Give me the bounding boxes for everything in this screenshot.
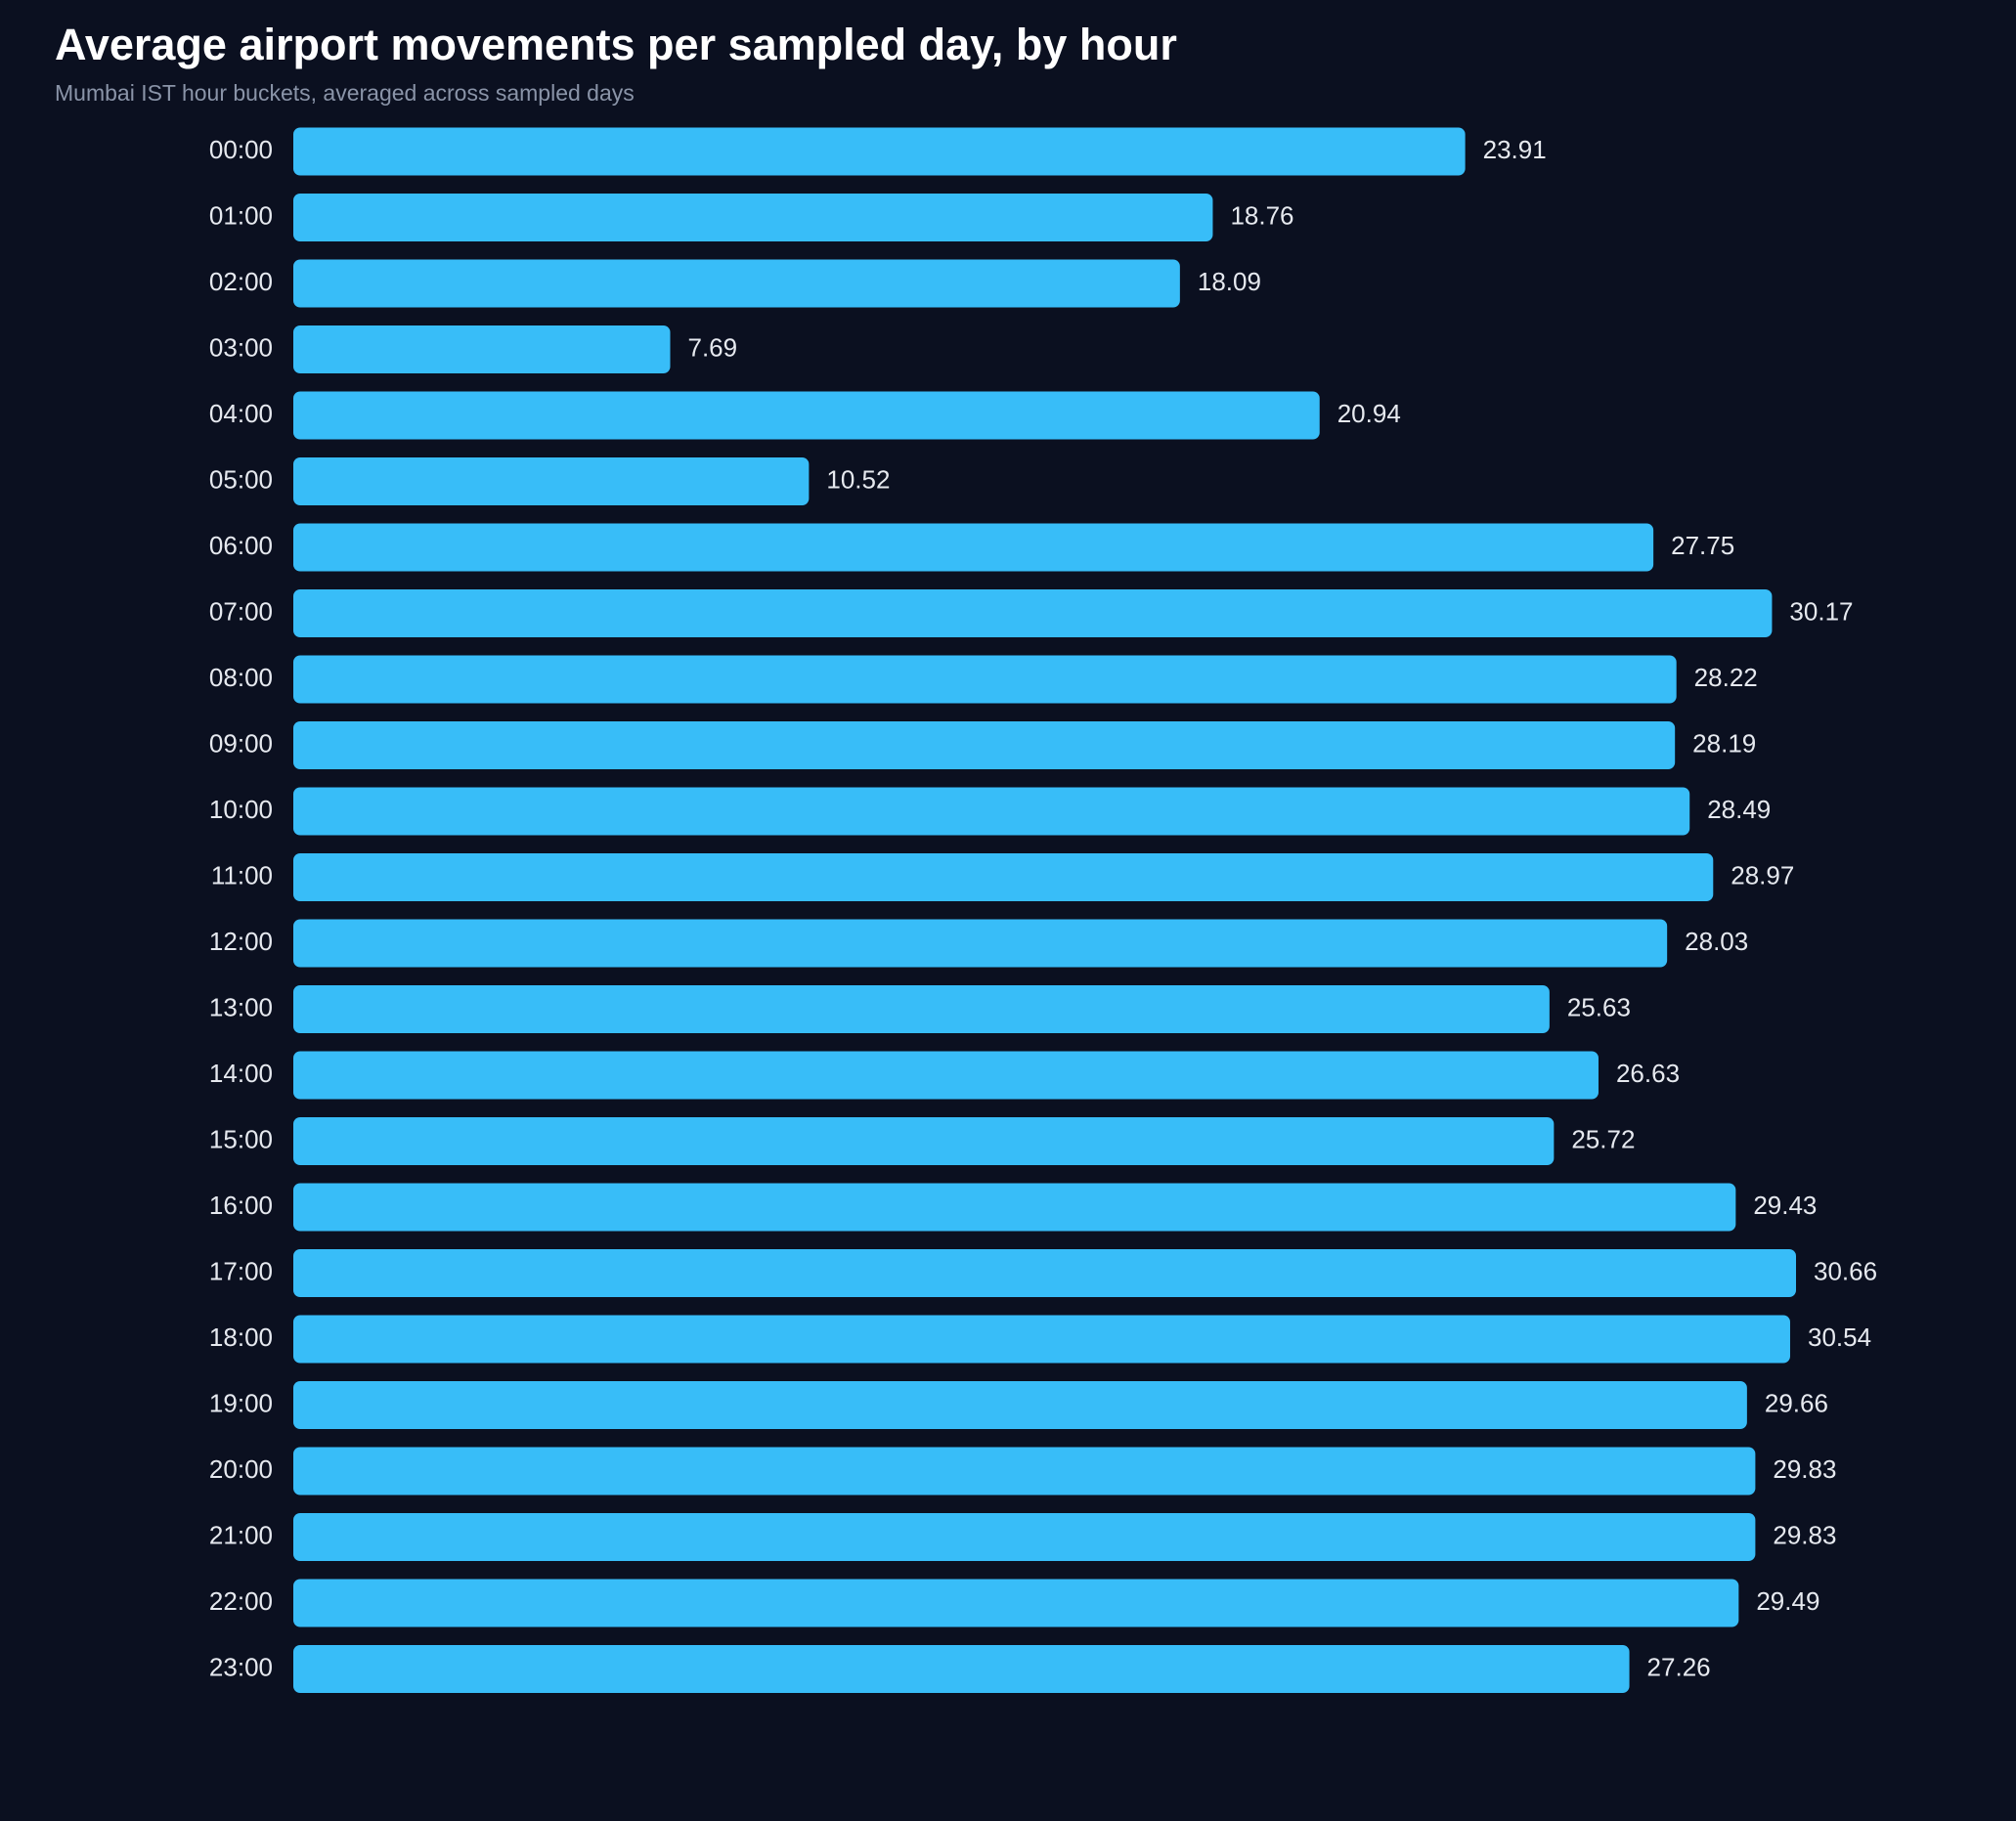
chart-subtitle: Mumbai IST hour buckets, averaged across… — [55, 80, 635, 106]
data-label: 30.54 — [1808, 1322, 1871, 1352]
data-label: 26.63 — [1616, 1059, 1680, 1088]
bar — [293, 1381, 1747, 1429]
y-tick-label: 18:00 — [209, 1322, 273, 1352]
data-label: 29.83 — [1773, 1520, 1836, 1549]
bar — [293, 1579, 1739, 1627]
data-label: 30.66 — [1814, 1256, 1877, 1285]
y-tick-label: 12:00 — [209, 927, 273, 956]
bar — [293, 194, 1213, 241]
bar — [293, 391, 1320, 440]
bar — [293, 853, 1714, 901]
y-tick-label: 23:00 — [209, 1652, 273, 1681]
y-tick-label: 09:00 — [209, 728, 273, 758]
data-label: 25.72 — [1571, 1124, 1635, 1153]
y-tick-label: 14:00 — [209, 1059, 273, 1088]
bar — [293, 259, 1180, 308]
bar — [293, 655, 1677, 704]
y-tick-label: 10:00 — [209, 795, 273, 824]
y-tick-label: 03:00 — [209, 332, 273, 362]
data-label: 7.69 — [688, 332, 738, 362]
bar — [293, 721, 1676, 769]
data-label: 29.66 — [1765, 1388, 1828, 1417]
y-tick-label: 21:00 — [209, 1520, 273, 1549]
data-label: 29.83 — [1773, 1454, 1836, 1484]
y-tick-label: 04:00 — [209, 399, 273, 428]
bar — [293, 1183, 1736, 1232]
data-label: 28.19 — [1692, 728, 1756, 758]
bar — [293, 1645, 1630, 1693]
bar — [293, 1447, 1756, 1496]
data-label: 18.76 — [1230, 200, 1293, 230]
bar — [293, 1315, 1790, 1364]
bar — [293, 1249, 1796, 1297]
data-label: 29.49 — [1756, 1586, 1819, 1616]
y-tick-label: 02:00 — [209, 267, 273, 296]
data-label: 18.09 — [1198, 267, 1261, 296]
data-label: 29.43 — [1753, 1191, 1817, 1220]
bar — [293, 325, 671, 373]
y-tick-label: 16:00 — [209, 1191, 273, 1220]
data-label: 27.75 — [1671, 531, 1734, 560]
y-tick-label: 11:00 — [211, 860, 273, 889]
y-tick-label: 15:00 — [209, 1124, 273, 1153]
bar — [293, 523, 1654, 572]
bar — [293, 1117, 1555, 1165]
data-label: 28.49 — [1707, 795, 1771, 824]
data-label: 25.63 — [1567, 992, 1631, 1021]
bar — [293, 985, 1550, 1033]
data-label: 20.94 — [1337, 399, 1401, 428]
bar — [293, 589, 1773, 637]
data-label: 23.91 — [1483, 135, 1547, 164]
data-label: 30.17 — [1789, 596, 1853, 626]
data-label: 27.26 — [1647, 1652, 1711, 1681]
y-tick-label: 22:00 — [209, 1586, 273, 1616]
bar — [293, 787, 1690, 836]
y-tick-label: 00:00 — [209, 135, 273, 164]
bar — [293, 919, 1668, 968]
y-tick-label: 06:00 — [209, 531, 273, 560]
y-tick-label: 20:00 — [209, 1454, 273, 1484]
y-tick-label: 19:00 — [209, 1388, 273, 1417]
data-label: 28.22 — [1694, 663, 1758, 692]
bar — [293, 127, 1466, 176]
y-tick-label: 05:00 — [209, 464, 273, 494]
data-label: 10.52 — [826, 464, 890, 494]
y-tick-label: 01:00 — [209, 200, 273, 230]
y-tick-label: 13:00 — [209, 992, 273, 1021]
y-tick-label: 07:00 — [209, 596, 273, 626]
chart-title: Average airport movements per sampled da… — [55, 20, 1177, 69]
data-label: 28.03 — [1685, 927, 1748, 956]
y-tick-label: 08:00 — [209, 663, 273, 692]
bar — [293, 1513, 1756, 1561]
bar — [293, 457, 810, 505]
bar — [293, 1051, 1599, 1100]
data-label: 28.97 — [1731, 860, 1794, 889]
y-tick-label: 17:00 — [209, 1256, 273, 1285]
